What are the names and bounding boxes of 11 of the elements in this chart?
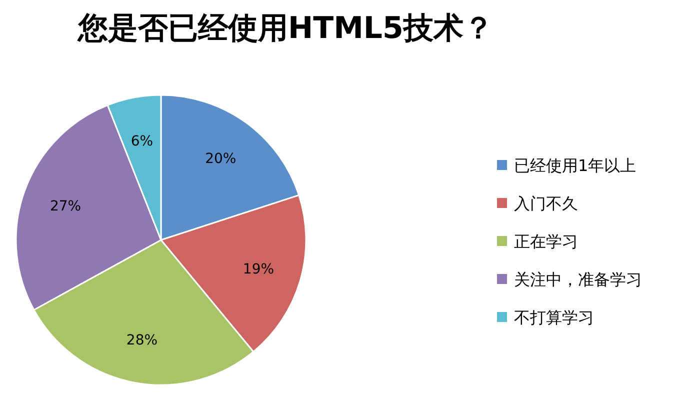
legend-label: 入门不久	[514, 194, 578, 213]
data-label: 27%	[50, 198, 82, 215]
legend-label: 不打算学习	[514, 308, 594, 327]
legend-label: 已经使用1年以上	[514, 156, 636, 175]
data-label: 20%	[205, 150, 236, 167]
data-label: 6%	[130, 133, 154, 150]
data-label: 28%	[126, 332, 158, 349]
data-label: 19%	[242, 261, 274, 278]
chart-title: 您是否已经使用HTML5技术？	[77, 11, 494, 46]
legend-label: 关注中，准备学习	[514, 270, 642, 289]
legend-label: 正在学习	[514, 232, 578, 251]
